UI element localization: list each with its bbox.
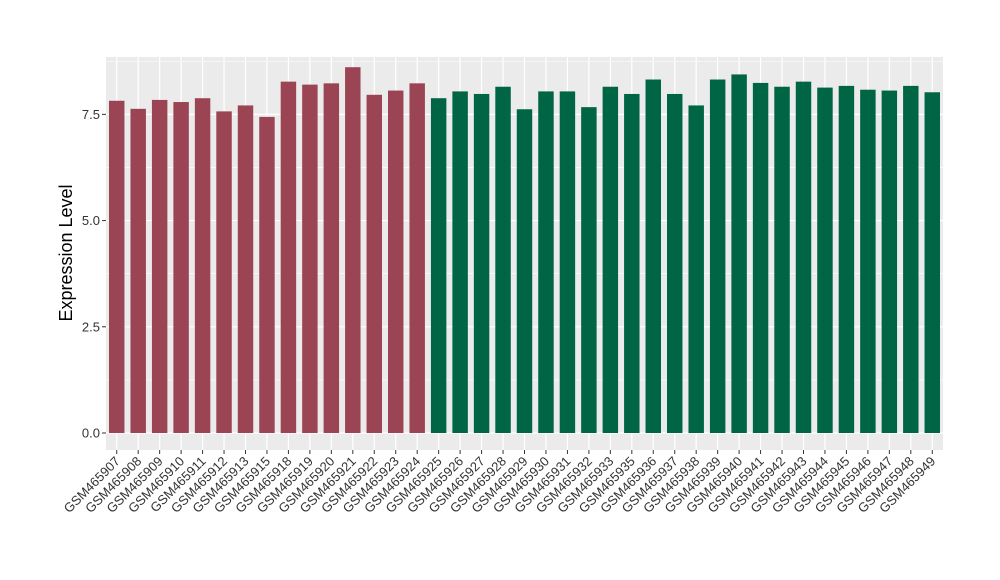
bar-GSM465938 <box>688 105 704 434</box>
bar-GSM465908 <box>130 108 146 434</box>
y-tick-label: 5.0 <box>82 213 100 228</box>
bars <box>109 67 940 434</box>
bar-GSM465920 <box>323 83 340 434</box>
bar-GSM465913 <box>237 105 254 434</box>
bar-GSM465922 <box>366 94 382 434</box>
bar-GSM465925 <box>430 98 447 434</box>
bar-GSM465919 <box>302 84 318 434</box>
bar-GSM465926 <box>452 91 468 434</box>
bar-GSM465924 <box>409 83 425 434</box>
bar-GSM465907 <box>109 100 125 434</box>
bar-GSM465930 <box>538 91 554 434</box>
bar-GSM465923 <box>388 90 404 434</box>
bar-GSM465909 <box>151 99 168 434</box>
y-axis: 0.0 2.5 5.0 7.5 <box>82 107 106 441</box>
bar-GSM465936 <box>645 79 661 434</box>
bar-GSM465949 <box>924 92 940 434</box>
bar-GSM465937 <box>667 93 683 434</box>
bar-GSM465918 <box>280 81 297 434</box>
bar-GSM465911 <box>194 98 211 434</box>
bar-GSM465927 <box>473 93 490 434</box>
bar-GSM465942 <box>774 86 790 434</box>
bar-GSM465943 <box>795 81 812 434</box>
bar-GSM465939 <box>709 79 726 434</box>
bar-GSM465947 <box>881 90 898 434</box>
y-tick-label: 0.0 <box>82 426 100 441</box>
bar-GSM465946 <box>860 89 876 434</box>
bar-GSM465940 <box>731 74 747 434</box>
bar-GSM465932 <box>581 107 597 434</box>
bar-GSM465933 <box>602 86 619 434</box>
y-axis-title: Expression Level <box>56 184 76 321</box>
bar-GSM465915 <box>259 116 275 434</box>
bar-GSM465929 <box>516 109 533 434</box>
bar-GSM465912 <box>216 111 232 434</box>
bar-GSM465921 <box>345 67 361 434</box>
bar-GSM465948 <box>903 85 919 434</box>
bar-GSM465945 <box>838 85 855 434</box>
bar-GSM465931 <box>559 91 576 434</box>
y-tick-label: 2.5 <box>82 319 100 334</box>
bar-GSM465910 <box>173 102 189 434</box>
bar-GSM465941 <box>752 82 769 434</box>
bar-GSM465944 <box>817 87 833 434</box>
bar-GSM465928 <box>495 86 511 434</box>
y-tick-label: 7.5 <box>82 107 100 122</box>
bar-GSM465935 <box>624 93 640 434</box>
x-axis: GSM465907GSM465908GSM465909GSM465910GSM4… <box>61 450 938 516</box>
